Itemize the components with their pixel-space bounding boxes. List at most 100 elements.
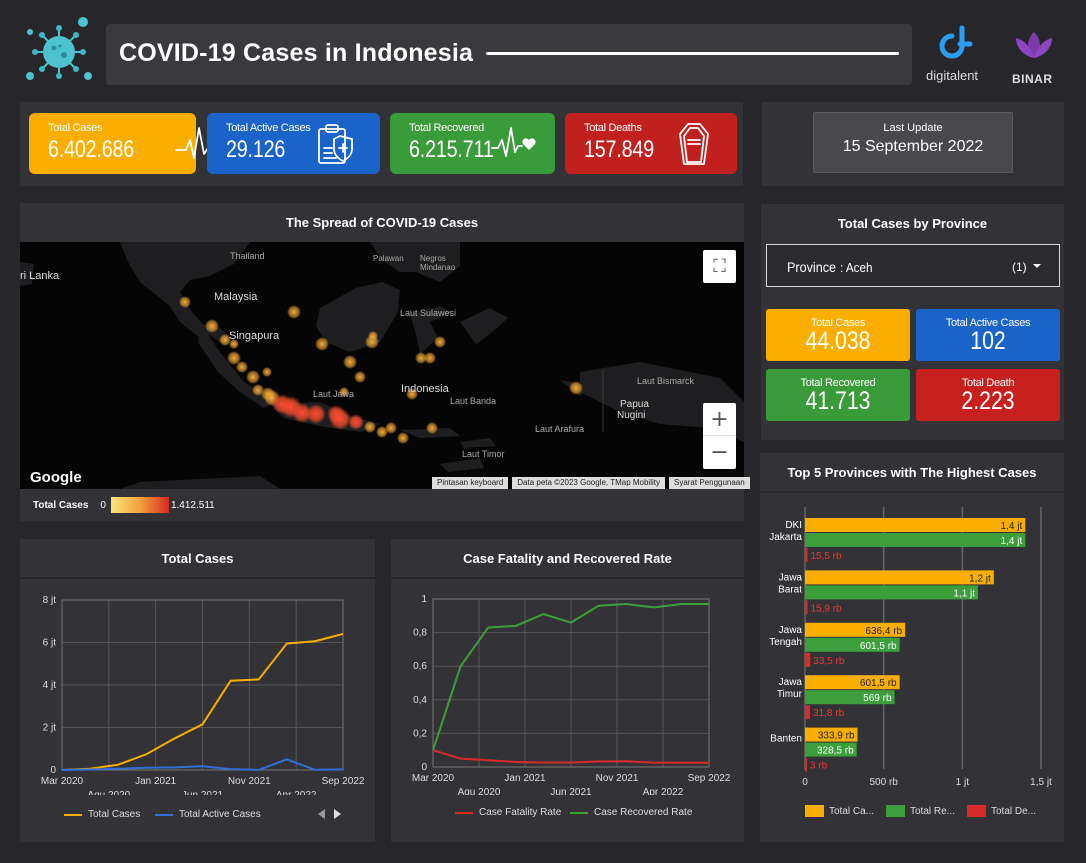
series-line[interactable] [432, 749, 709, 764]
series-line[interactable] [61, 758, 344, 771]
map-canvas[interactable]: ri Lanka Thailand Palawan Negros Mindanao Mal… [20, 242, 744, 489]
total-cases-legend-2[interactable]: Total Active Cases [155, 809, 261, 820]
total-cases-title: Total Cases [161, 551, 234, 566]
bar[interactable] [805, 675, 900, 690]
case-bubble[interactable] [415, 352, 427, 364]
legend-label: Case Recovered Rate [594, 807, 693, 818]
category-label: Banten [770, 734, 802, 745]
case-bubble[interactable] [385, 422, 397, 434]
legend-label: Total Ca... [829, 805, 875, 817]
case-bubble[interactable] [397, 432, 409, 444]
case-bubble[interactable] [179, 296, 191, 308]
map-attribution: Pintasan keyboard Data peta ©2023 Google… [432, 477, 750, 489]
case-bubble[interactable] [252, 384, 264, 396]
province-title: Total Cases by Province [837, 216, 988, 231]
map-label: Negros [420, 254, 446, 263]
map-label: Laut Timor [462, 449, 505, 459]
province-kpi-value: 41.713 [805, 387, 871, 415]
bar[interactable] [805, 727, 858, 742]
map-legend: Total Cases 0 1.412.511 [33, 497, 215, 513]
case-bubble[interactable] [227, 351, 241, 365]
case-bubble[interactable] [424, 352, 436, 364]
terms-link[interactable]: Syarat Penggunaan [668, 477, 750, 489]
top5-legend-1[interactable]: Total Ca... [805, 805, 874, 817]
bar[interactable] [805, 533, 1026, 547]
case-bubble[interactable] [262, 367, 272, 377]
bar[interactable] [805, 652, 811, 667]
bar[interactable] [805, 585, 979, 600]
bar-data-label: 15,5 rb [810, 551, 842, 562]
top5-legend-3[interactable]: Total De... [967, 805, 1036, 817]
pulse-heart-icon [490, 120, 538, 168]
case-bubble[interactable] [315, 337, 329, 351]
y-tick-label: 4 jt [43, 680, 57, 691]
case-bubble[interactable] [339, 387, 349, 397]
total-cases-legend-1[interactable]: Total Cases [64, 809, 140, 820]
bar[interactable] [805, 637, 900, 652]
keyboard-shortcuts-link[interactable]: Pintasan keyboard [432, 477, 509, 489]
y-tick-label: 0,4 [413, 695, 427, 706]
x-tick-label: Apr 2022 [276, 790, 317, 795]
bar[interactable] [805, 622, 906, 637]
province-filter[interactable]: Province : Aceh (1) [766, 244, 1060, 287]
case-bubble[interactable] [287, 305, 301, 319]
legend-next-icon[interactable] [334, 809, 341, 819]
bar[interactable] [805, 705, 811, 720]
zoom-out-button[interactable]: − [703, 436, 736, 468]
legend-label: Total Cases [88, 809, 141, 820]
kpi-value: 157.849 [584, 136, 654, 163]
case-bubble[interactable] [236, 361, 248, 373]
bar[interactable] [805, 570, 994, 585]
case-bubble[interactable] [354, 371, 366, 383]
case-bubble[interactable] [364, 421, 376, 433]
bar-data-label: 328,5 rb [817, 746, 854, 757]
zoom-out-icon: − [710, 439, 729, 465]
cfr-legend-1[interactable]: Case Fatality Rate [455, 807, 561, 818]
legend-label: Case Fatality Rate [479, 807, 562, 818]
fullscreen-button[interactable]: ⛶ [703, 250, 736, 283]
bar[interactable] [805, 548, 808, 562]
bar[interactable] [805, 518, 1026, 532]
case-bubble[interactable] [306, 404, 326, 424]
bar[interactable] [805, 757, 807, 772]
case-bubble[interactable] [246, 370, 260, 384]
digitalent-logo: digitalent [922, 24, 998, 88]
category-label: Jakarta [769, 532, 802, 543]
case-bubble[interactable] [569, 381, 583, 395]
case-bubble[interactable] [205, 319, 219, 333]
province-filter-value: : Aceh [840, 260, 873, 275]
case-bubble[interactable] [434, 336, 446, 348]
title-separator [20, 577, 375, 579]
case-bubble[interactable] [426, 422, 438, 434]
case-bubble[interactable] [229, 339, 239, 349]
x-tick-label: Jan 2021 [504, 773, 546, 784]
case-bubble[interactable] [376, 426, 388, 438]
y-tick-label: 0 [50, 765, 56, 776]
binar-logo-text: BINAR [1012, 72, 1053, 86]
case-bubble[interactable] [343, 355, 357, 369]
bar-data-label: 31,8 rb [813, 708, 845, 719]
coffin-icon [670, 120, 718, 168]
province-kpi-2: Total Active Cases 102 [916, 309, 1060, 361]
top5-legend-2[interactable]: Total Re... [886, 805, 955, 817]
case-bubble[interactable] [219, 334, 231, 346]
bar[interactable] [805, 690, 895, 705]
category-label: Tengah [769, 637, 802, 648]
cfr-legend-2[interactable]: Case Recovered Rate [570, 807, 692, 818]
legend-prev-icon[interactable] [318, 809, 325, 819]
case-bubble[interactable] [348, 414, 364, 430]
y-tick-label: 1 [421, 594, 427, 605]
kpi-label: Total Recovered [409, 122, 484, 134]
case-bubble[interactable] [406, 388, 418, 400]
series-line[interactable] [61, 632, 344, 771]
series-line[interactable] [432, 603, 709, 751]
zoom-in-button[interactable]: + [703, 403, 736, 436]
y-tick-label: 6 jt [43, 638, 57, 649]
case-bubble[interactable] [329, 408, 351, 430]
bar[interactable] [805, 600, 808, 615]
bar-data-label: 1,1 jt [953, 588, 975, 599]
bar[interactable] [805, 742, 857, 757]
case-bubble[interactable] [368, 331, 378, 341]
